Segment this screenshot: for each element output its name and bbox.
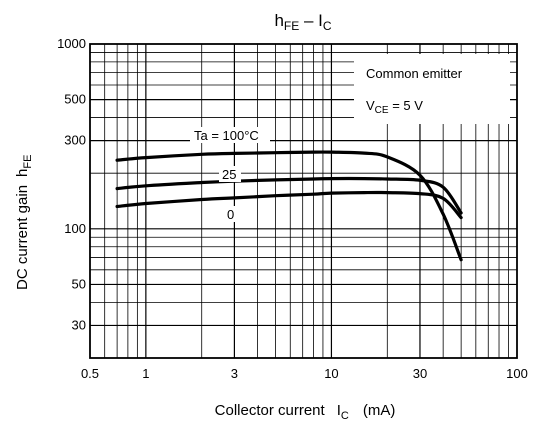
y-tick-label: 50	[72, 276, 86, 291]
title-main: h	[274, 11, 283, 30]
y-tick-label: 1000	[57, 36, 86, 51]
title-main-sub: FE	[284, 19, 299, 33]
x-tick-label: 1	[142, 366, 149, 381]
series-label-bg-25	[219, 166, 241, 182]
y-tick-label: 30	[72, 317, 86, 332]
title-sep: – I	[299, 11, 323, 30]
x-axis-unit: (mA)	[363, 402, 396, 419]
series-label-bg-0	[224, 206, 238, 222]
y-axis-text: DC current gain	[14, 185, 31, 290]
curves	[115, 150, 463, 262]
y-axis-symbol: h	[14, 169, 31, 177]
annotation-line-2: VCE = 5 V	[366, 98, 423, 116]
series-line-1	[115, 176, 463, 215]
x-tick-labels: 0.5 1 3 10 30 100	[81, 366, 528, 381]
plot-frame	[89, 43, 518, 359]
series-label-bg-100	[190, 127, 270, 143]
y-tick-label: 100	[64, 221, 86, 236]
vce-sub: CE	[375, 105, 389, 116]
x-axis-sub: C	[341, 410, 349, 422]
grid	[90, 44, 517, 358]
vce-symbol: V	[366, 98, 375, 113]
y-tick-labels: 30 50 100 300 500 1000	[57, 36, 86, 332]
vce-rest: = 5 V	[389, 98, 424, 113]
x-tick-label: 10	[324, 366, 338, 381]
y-tick-label: 500	[64, 92, 86, 107]
annotation-line-1: Common emitter	[366, 66, 463, 81]
x-axis-text: Collector current	[215, 402, 326, 419]
title-sep-sub: C	[323, 19, 332, 33]
series-label-0: 0	[227, 207, 234, 222]
x-tick-label: 100	[506, 366, 528, 381]
x-tick-label: 30	[413, 366, 427, 381]
chart-title: hFE – IC	[274, 11, 331, 33]
x-tick-label: 0.5	[81, 366, 99, 381]
series-label-100c: Ta = 100°C	[194, 128, 259, 143]
series-line-2	[115, 190, 463, 220]
y-tick-label: 300	[64, 133, 86, 148]
x-axis-title: Collector current IC (mA)	[215, 402, 396, 422]
y-axis-sub: FE	[22, 155, 34, 169]
annotation-box	[354, 54, 510, 124]
x-tick-label: 3	[231, 366, 238, 381]
series-label-25: 25	[222, 167, 236, 182]
series-line-0	[115, 150, 463, 262]
x-axis-symbol: I	[337, 402, 341, 419]
y-axis-title: DC current gain hFE	[14, 155, 34, 290]
